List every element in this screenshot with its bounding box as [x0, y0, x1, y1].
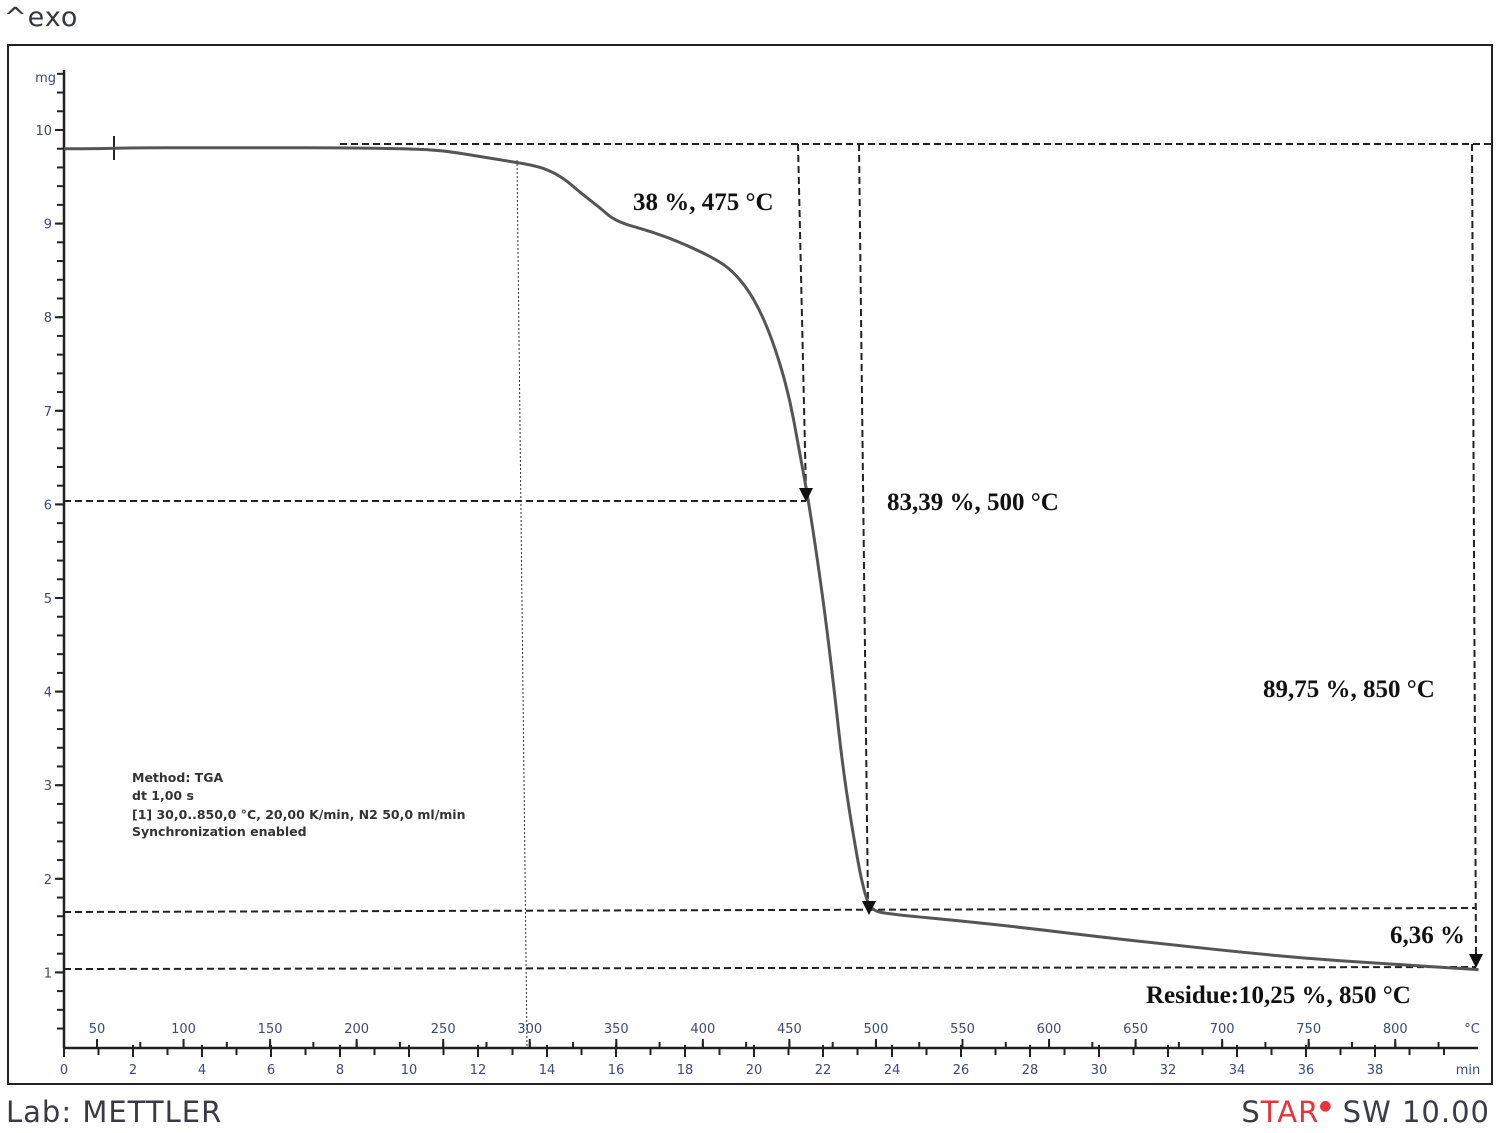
x-temp-tick-label: 650 — [1123, 1022, 1148, 1037]
x-temp-tick-label: 500 — [864, 1022, 889, 1037]
y-tick-label: 2 — [44, 873, 52, 888]
x-time-tick-label: 36 — [1298, 1063, 1315, 1078]
x-temp-unit-label: °C — [1464, 1022, 1480, 1037]
x-time-tick-label: 24 — [884, 1063, 901, 1078]
x-time-tick-label: 14 — [539, 1063, 556, 1078]
annotation-residue: Residue:10,25 %, 850 °C — [1146, 982, 1411, 1009]
x-temp-tick-label: 100 — [171, 1022, 196, 1037]
arrow-down-icon — [1469, 954, 1483, 968]
x-temp-tick-label: 550 — [950, 1022, 975, 1037]
x-temp-tick-label: 200 — [344, 1022, 369, 1037]
x-time-tick-label: 8 — [336, 1063, 344, 1078]
y-tick-label: 9 — [44, 218, 52, 233]
x-temp-tick-label: 750 — [1296, 1022, 1321, 1037]
y-unit-label: mg — [35, 71, 56, 86]
x-time-tick-label: 0 — [60, 1063, 68, 1078]
x-temp-tick-label: 350 — [604, 1022, 629, 1037]
annotation-step2: 83,39 %, 500 °C — [887, 489, 1059, 516]
x-time-tick-label: 2 — [129, 1063, 137, 1078]
x-time-tick-label: 30 — [1091, 1063, 1108, 1078]
x-temp-tick-label: 400 — [690, 1022, 715, 1037]
registered-mark-icon: ● — [1319, 1098, 1333, 1114]
reference-lines — [63, 136, 1493, 1047]
y-tick-label: 6 — [44, 498, 52, 513]
x-temp-tick-label: 600 — [1037, 1022, 1062, 1037]
method-line-2: dt 1,00 s — [132, 788, 194, 803]
x-temp-tick-label: 800 — [1383, 1022, 1408, 1037]
y-tick-label: 3 — [44, 779, 52, 794]
software-prefix-red: TAR — [1260, 1095, 1320, 1129]
x-time-tick-label: 28 — [1022, 1063, 1039, 1078]
y-tick-label: 8 — [44, 311, 52, 326]
lab-label: Lab: METTLER — [6, 1095, 223, 1129]
software-prefix-dark: S — [1241, 1095, 1261, 1129]
y-tick-label: 7 — [44, 405, 52, 420]
x-temp-tick-label: 700 — [1210, 1022, 1235, 1037]
x-time-tick-label: 22 — [815, 1063, 832, 1078]
x-time-tick-label: 34 — [1229, 1063, 1246, 1078]
method-line-4: Synchronization enabled — [132, 824, 307, 839]
x-time-tick-label: 6 — [267, 1063, 275, 1078]
arrow-down-icon — [799, 488, 813, 502]
x-temp-tick-label: 300 — [517, 1022, 542, 1037]
mass-curve — [64, 146, 1479, 972]
x-time-tick-label: 18 — [677, 1063, 694, 1078]
x-time-tick-label: 26 — [953, 1063, 970, 1078]
y-tick-label: 10 — [35, 124, 52, 139]
x-temp-tick-label: 250 — [431, 1022, 456, 1037]
x-time-tick-label: 4 — [198, 1063, 206, 1078]
x-time-tick-label: 20 — [746, 1063, 763, 1078]
annotation-total: 89,75 %, 850 °C — [1263, 676, 1435, 703]
annotation-step1: 38 %, 475 °C — [633, 189, 774, 216]
annotation-tail: 6,36 % — [1390, 922, 1465, 949]
x-temp-tick-label: 150 — [258, 1022, 283, 1037]
arrow-markers — [799, 488, 1483, 968]
x-time-tick-label: 32 — [1160, 1063, 1177, 1078]
method-line-3: [1] 30,0..850,0 °C, 20,00 K/min, N2 50,0… — [132, 807, 465, 822]
exo-direction-label: ^exo — [4, 2, 79, 33]
y-tick-label: 4 — [44, 686, 52, 701]
method-info: Method: TGA dt 1,00 s [1] 30,0..850,0 °C… — [132, 770, 465, 839]
x-temp-tick-label: 50 — [89, 1022, 106, 1037]
arrow-down-icon — [862, 901, 876, 915]
software-suffix: SW 10.00 — [1332, 1095, 1490, 1129]
y-tick-label: 5 — [44, 592, 52, 607]
software-version: STAR● SW 10.00 — [1241, 1095, 1490, 1129]
x-time-unit-label: min — [1456, 1063, 1481, 1078]
y-tick-label: 1 — [44, 966, 52, 981]
x-time-tick-label: 12 — [470, 1063, 487, 1078]
x-time-tick-label: 16 — [608, 1063, 625, 1078]
x-time-tick-label: 38 — [1367, 1063, 1384, 1078]
x-time-tick-label: 10 — [401, 1063, 418, 1078]
method-line-1: Method: TGA — [132, 770, 223, 785]
plot-frame — [7, 44, 1493, 1085]
x-temp-tick-label: 450 — [777, 1022, 802, 1037]
y-axis: 1 2 3 4 5 6 7 8 9 10 mg — [35, 70, 66, 1048]
